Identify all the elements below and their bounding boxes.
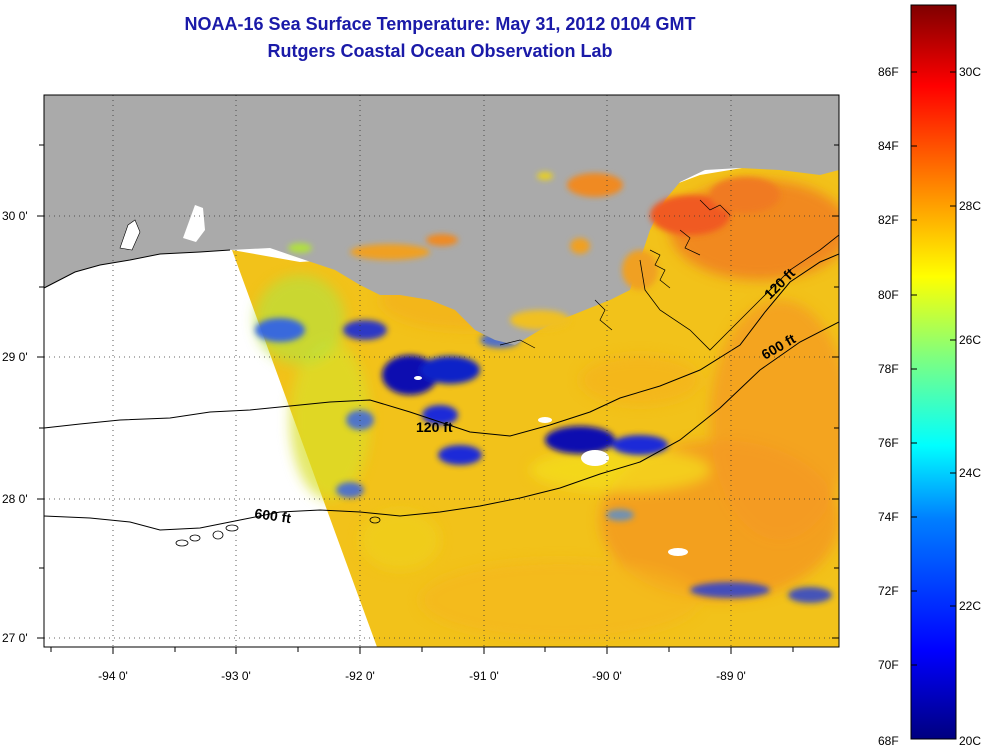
y-tick-label: 28 0' xyxy=(2,492,28,506)
colorbar-f-label: 68F xyxy=(878,734,899,748)
colorbar-f-label: 76F xyxy=(878,436,899,450)
graticule xyxy=(44,95,839,647)
contour-600ft-west xyxy=(44,321,839,531)
colorbar-f-label: 86F xyxy=(878,65,899,79)
colorbar xyxy=(910,4,957,740)
contour-label-600ft-west: 600 ft xyxy=(254,505,293,526)
colorbar-f-label: 80F xyxy=(878,288,899,302)
colorbar-c-label: 28C xyxy=(959,199,981,213)
map-subtitle: Rutgers Coastal Ocean Observation Lab xyxy=(267,41,613,61)
delta-coastline xyxy=(639,234,839,351)
colorbar-c-label: 22C xyxy=(959,599,981,613)
coastal-lakes xyxy=(119,205,205,251)
colorbar-ticks xyxy=(911,71,956,666)
map-area: 120 ft 600 ft 120 ft 600 ft xyxy=(44,95,839,647)
colorbar-c-label: 26C xyxy=(959,333,981,347)
sst-temperature-field xyxy=(255,180,839,640)
y-axis-labels: 30 0' 29 0' 28 0' 27 0' xyxy=(2,209,28,645)
y-tick-label: 30 0' xyxy=(2,209,28,223)
map-frame xyxy=(43,94,840,648)
colorbar-fahrenheit-labels: 86F 84F 82F 80F 78F 76F 74F 72F 70F 68F xyxy=(878,65,899,748)
x-tick-label: -89 0' xyxy=(716,669,746,683)
y-tick-label: 27 0' xyxy=(2,631,28,645)
x-tick-label: -94 0' xyxy=(98,669,128,683)
contour-120ft-west xyxy=(44,253,839,437)
x-tick-label: -93 0' xyxy=(221,669,251,683)
map-ticks xyxy=(37,144,839,654)
map-title: NOAA-16 Sea Surface Temperature: May 31,… xyxy=(184,14,696,34)
x-axis-labels: -94 0' -93 0' -92 0' -91 0' -90 0' -89 0… xyxy=(98,669,746,683)
contour-label-120ft-west: 120 ft xyxy=(416,419,453,435)
cold-water-patches xyxy=(255,318,832,603)
colorbar-f-label: 70F xyxy=(878,658,899,672)
x-tick-label: -90 0' xyxy=(592,669,622,683)
x-tick-label: -91 0' xyxy=(469,669,499,683)
y-tick-label: 29 0' xyxy=(2,350,28,364)
colorbar-f-label: 72F xyxy=(878,584,899,598)
colorbar-f-label: 74F xyxy=(878,510,899,524)
colorbar-f-label: 84F xyxy=(878,139,899,153)
no-data-patches xyxy=(414,376,688,556)
colorbar-f-label: 82F xyxy=(878,213,899,227)
coastal-warm-water xyxy=(288,172,780,330)
coastline xyxy=(44,249,231,289)
colorbar-celsius-labels: 30C 28C 26C 24C 22C 20C xyxy=(959,65,981,748)
colorbar-c-label: 20C xyxy=(959,734,981,748)
contour-islets xyxy=(175,516,381,547)
land-mass xyxy=(44,95,839,345)
colorbar-c-label: 24C xyxy=(959,466,981,480)
x-tick-label: -92 0' xyxy=(345,669,375,683)
marsh-islands xyxy=(499,199,731,349)
colorbar-c-label: 30C xyxy=(959,65,981,79)
colorbar-f-label: 78F xyxy=(878,362,899,376)
